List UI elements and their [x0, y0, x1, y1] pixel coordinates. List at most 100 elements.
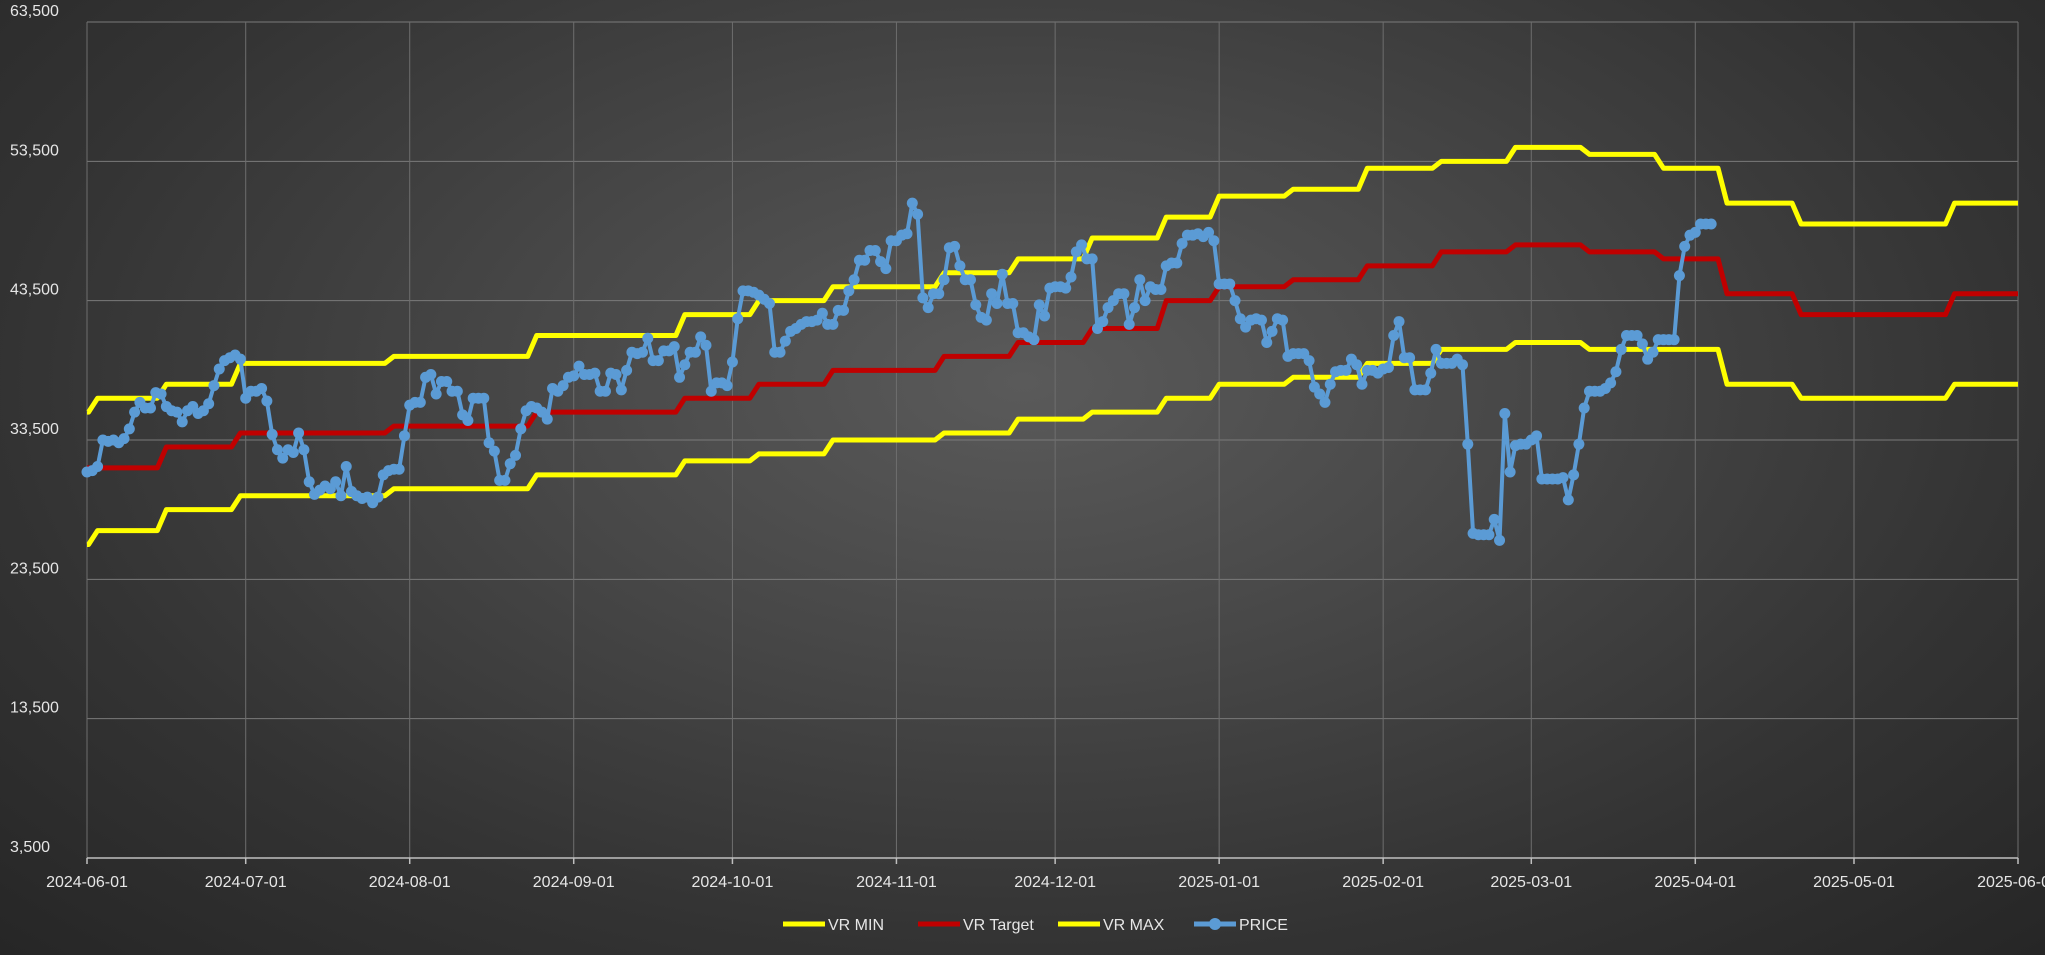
series-price-point — [541, 413, 553, 425]
series-price-point — [1007, 297, 1019, 309]
series-price-point — [996, 268, 1008, 280]
series-price-point — [615, 384, 627, 396]
series-price-point — [1573, 438, 1585, 450]
x-tick-label: 2024-10-01 — [692, 874, 774, 891]
series-price-point — [1028, 334, 1040, 346]
series-price-point — [695, 331, 707, 343]
series-price-point — [155, 388, 167, 400]
series-price-point — [1705, 218, 1717, 230]
series-price-point — [1393, 316, 1405, 328]
series-price-point — [1578, 402, 1590, 414]
series-price-point — [488, 445, 500, 457]
series-price-point — [1647, 346, 1659, 358]
series-price-point — [980, 314, 992, 326]
x-tick-label: 2024-11-01 — [856, 874, 937, 891]
series-price-point — [266, 428, 278, 440]
series-price-point — [1488, 513, 1500, 525]
x-axis-ticks: 2024-06-01 2024-07-01 2024-08-01 2024-09-01… — [46, 858, 2045, 891]
series-price-point — [1419, 384, 1431, 396]
series-price-point — [118, 433, 130, 445]
series-price-point — [451, 385, 463, 397]
x-tick-label: 2024-07-01 — [205, 874, 287, 891]
series-price-point — [636, 346, 648, 358]
series-price-point — [123, 423, 135, 435]
series-price-point — [668, 341, 680, 353]
series-price-point — [1324, 378, 1336, 390]
series-price-point — [478, 392, 490, 404]
series-price-point — [1605, 377, 1617, 389]
series-layer — [81, 144, 2018, 547]
series-price-point — [732, 313, 744, 325]
series-price-point — [1234, 313, 1246, 325]
series-price-point — [1224, 278, 1236, 290]
series-price-point — [515, 423, 527, 435]
series-price-point — [912, 208, 924, 220]
gridlines — [86, 21, 2019, 859]
legend-marker-price — [1209, 918, 1221, 930]
series-price-point — [510, 449, 522, 461]
series-price-point — [1303, 355, 1315, 367]
series-vr-min-line — [86, 339, 2018, 547]
series-price-point — [1668, 334, 1680, 346]
series-price-point — [557, 380, 569, 392]
series-price-point — [1568, 469, 1580, 481]
series-price-point — [425, 369, 437, 381]
series-price-point — [843, 285, 855, 297]
series-price-point — [256, 382, 268, 394]
series-price-point — [414, 396, 426, 408]
series-price-point — [335, 490, 347, 502]
series-price-point — [1176, 238, 1188, 250]
series-vr-target-line — [87, 242, 2018, 471]
series-price-point — [621, 364, 633, 376]
series-price-point — [964, 274, 976, 286]
series-price-point — [827, 318, 839, 330]
series-price-point — [1356, 378, 1368, 390]
series-price-point — [938, 274, 950, 286]
series-price-point — [970, 299, 982, 311]
y-tick-label: 3,500 — [10, 839, 50, 856]
y-axis-ticks: 3,500 13,500 23,500 33,500 43,500 53,500 63,50… — [10, 3, 59, 856]
series-price-point — [1266, 325, 1278, 337]
series-price-point — [1229, 295, 1241, 307]
series-price-point — [610, 369, 622, 381]
series-price-point — [1562, 494, 1574, 506]
series-price-point — [599, 385, 611, 397]
series-price-point — [991, 297, 1003, 309]
series-price-point — [293, 427, 305, 439]
y-tick-label: 53,500 — [10, 142, 59, 159]
series-price-point — [880, 263, 892, 275]
x-tick-label: 2025-03-01 — [1490, 874, 1572, 891]
x-tick-label: 2024-08-01 — [369, 874, 451, 891]
series-price-point — [1129, 302, 1141, 314]
series-price-point — [1689, 226, 1701, 238]
series-price-point — [303, 476, 315, 488]
series-price-point — [1382, 362, 1394, 374]
series-price-point — [1351, 359, 1363, 371]
series-price-point — [568, 370, 580, 382]
series-price-point — [1086, 253, 1098, 265]
x-tick-label: 2025-04-01 — [1654, 874, 1736, 891]
series-price-point — [1531, 430, 1543, 442]
series-price-point — [393, 463, 405, 475]
series-price-point — [779, 335, 791, 347]
series-price-point — [1319, 396, 1331, 408]
series-price-point — [689, 346, 701, 358]
series-price-point — [986, 288, 998, 300]
series-price-point — [1483, 529, 1495, 541]
legend: VR MIN VR Target VR MAX PRICE — [783, 917, 1288, 934]
series-price-point — [774, 346, 786, 358]
series-price-point — [1123, 318, 1135, 330]
series-price-point — [441, 375, 453, 387]
series-price-point — [171, 406, 183, 418]
series-price-point — [1457, 359, 1469, 371]
series-price-point — [298, 444, 310, 456]
series-price-point — [1499, 408, 1511, 420]
series-price-point — [1504, 466, 1516, 478]
series-price-point — [1118, 288, 1130, 300]
series-price-point — [763, 297, 775, 309]
series-price-point — [1203, 226, 1215, 238]
series-price-point — [1277, 314, 1289, 326]
series-price-point — [1155, 284, 1167, 296]
series-price-point — [589, 367, 601, 379]
series-price-point — [700, 339, 712, 351]
